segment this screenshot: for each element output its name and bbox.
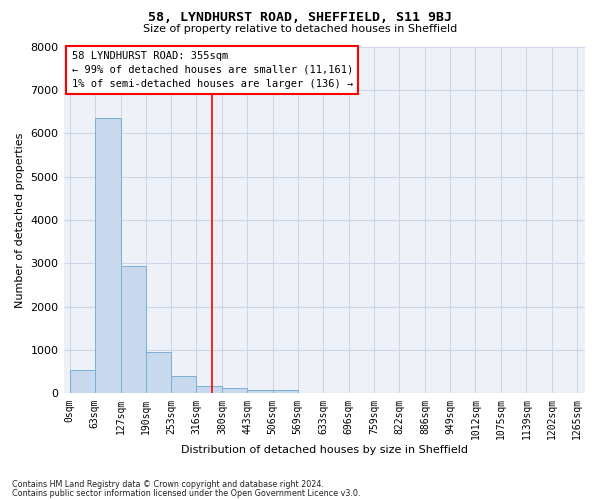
Text: Size of property relative to detached houses in Sheffield: Size of property relative to detached ho…	[143, 24, 457, 34]
Bar	[171, 376, 196, 394]
Bar	[222, 388, 247, 394]
Bar	[247, 390, 272, 394]
Bar	[196, 386, 222, 394]
Bar	[95, 118, 121, 394]
Bar	[121, 266, 146, 394]
Y-axis label: Number of detached properties: Number of detached properties	[15, 132, 25, 308]
Text: Contains HM Land Registry data © Crown copyright and database right 2024.: Contains HM Land Registry data © Crown c…	[12, 480, 324, 489]
Text: 58 LYNDHURST ROAD: 355sqm
← 99% of detached houses are smaller (11,161)
1% of se: 58 LYNDHURST ROAD: 355sqm ← 99% of detac…	[71, 51, 353, 89]
Bar	[146, 352, 171, 394]
Text: Contains public sector information licensed under the Open Government Licence v3: Contains public sector information licen…	[12, 488, 361, 498]
Text: 58, LYNDHURST ROAD, SHEFFIELD, S11 9BJ: 58, LYNDHURST ROAD, SHEFFIELD, S11 9BJ	[148, 11, 452, 24]
Bar	[272, 390, 298, 394]
Bar	[70, 370, 95, 394]
X-axis label: Distribution of detached houses by size in Sheffield: Distribution of detached houses by size …	[181, 445, 468, 455]
